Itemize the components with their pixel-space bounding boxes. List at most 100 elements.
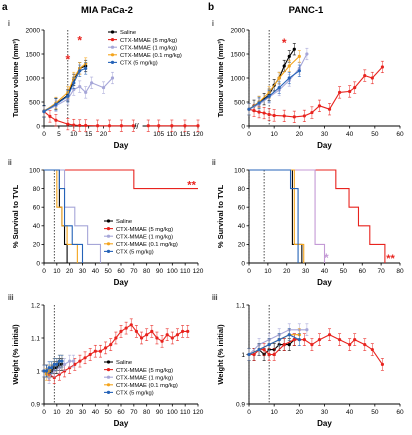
legend-label: CTX-MMAE (0.1 mg/kg) [116,242,178,248]
x-axis-label: Day [114,419,129,428]
x-tick-label: 0 [42,131,46,138]
significance-star: * [77,33,82,47]
data-point [257,347,261,352]
x-tick-label: 10 [271,409,279,416]
x-tick-label: 50 [371,409,379,416]
data-point [380,65,384,69]
row-label-b-ii: ii [212,157,216,167]
x-tick-label: 120 [193,268,204,275]
x-tick-label: 10 [53,268,61,275]
y-tick-label: 1500 [26,51,41,58]
legend-label: CTX-MMAE (5 mg/kg) [116,368,173,374]
chart-a-iii: iii 0 10 20 30 40 50 60 70 80 90 100 110 120 0.9 1 1.1 1.… [8,292,204,428]
series-ctx-mmae-5-mg-kg- [247,60,384,123]
data-point [134,329,138,333]
row-label-a-ii: ii [8,157,12,167]
data-point [305,328,309,332]
data-point [370,76,374,80]
x-tick-label: 80 [143,268,151,275]
x-tick-label: 40 [346,131,354,138]
series-ctx-5-mg-kg- [42,354,64,378]
series-line [43,111,134,127]
data-point [165,333,169,337]
data-point [119,329,123,333]
data-point [186,329,190,333]
y-tick-label: 1000 [26,75,41,82]
series-ctx-mmae-1-mg-kg- [44,169,102,263]
x-tick-label: 40 [92,409,100,416]
data-point [66,94,70,98]
data-point [338,90,342,94]
x-axis-label: Day [317,141,332,150]
data-point [78,359,82,363]
legend-swatch-marker [106,242,111,246]
data-point [292,115,296,119]
data-point [54,102,58,106]
x-tick-label: 30 [302,268,310,275]
data-point [71,359,76,363]
x-tick-label: 0 [42,409,46,416]
x-tick-label: 60 [117,409,125,416]
y-tick-label: 40 [238,223,246,230]
data-point [363,74,367,78]
data-point [292,47,296,51]
data-point [44,369,49,373]
data-point [297,338,301,342]
data-point [310,110,314,115]
survival-step-line [44,169,198,190]
data-point [109,343,113,347]
x-tick-label: 10 [70,131,78,138]
y-tick-label: 80 [33,186,41,193]
x-tick-label: 0 [42,268,46,275]
data-point [282,114,286,118]
data-point [54,118,58,122]
data-point [131,124,135,128]
series-ctx-mmae-5-mg-kg- [42,318,190,384]
legend-swatch-marker [106,383,111,387]
x-tick-label: 50 [105,409,113,416]
data-point [84,123,88,128]
data-point [267,343,271,347]
x-axis-label: Day [317,278,332,287]
data-point [287,343,291,347]
data-point [317,338,322,342]
survival-step-line [249,169,386,263]
y-tick-label: 100 [234,167,245,174]
legend-a-ii: Saline CTX-MMAE (5 mg/kg)CTX-MMAE (1 mg/k… [104,219,178,256]
data-point [78,69,82,73]
x-tick-label: 30 [79,409,87,416]
data-point [110,76,115,80]
data-point [277,338,281,342]
x-tick-label: 110 [180,268,191,275]
x-tick-label: 90 [156,268,164,275]
series-ctx-mmae-0-1-mg-kg- [44,169,78,263]
data-point [257,110,261,114]
data-point [277,86,281,90]
x-tick-label: 40 [92,268,100,275]
data-point [57,359,62,363]
x-tick-label: 0 [247,268,251,275]
data-point [287,76,291,80]
data-point [247,107,251,111]
x-axis-label: Day [317,419,332,428]
data-point [107,124,112,128]
chart-b-i: i 0 10 20 30 40 50 60 0 500 1000 1500 2000 Day Tumour … [212,18,404,150]
data-point [84,90,88,94]
data-point [302,338,306,342]
chart-a-ii: ii0 10 20 30 40 50 60 70 80 90 100 110 1200204060801… [8,157,204,287]
row-label-b-iii: iii [212,292,218,302]
row-label-b-i: i [212,18,214,28]
significance-star: * [65,53,70,67]
y-tick-label: 0 [36,260,40,267]
x-tick-label: 100 [167,409,178,416]
data-point [170,336,174,340]
panel-letter-a: a [2,2,8,13]
data-point [257,101,261,105]
data-point [139,336,144,340]
y-tick-label: 100 [29,167,40,174]
data-point [297,69,301,73]
data-point [72,123,76,127]
legend-label: CTX-MMAE (1 mg/kg) [120,45,177,51]
x-tick-label: 60 [359,268,367,275]
data-point [183,124,187,128]
